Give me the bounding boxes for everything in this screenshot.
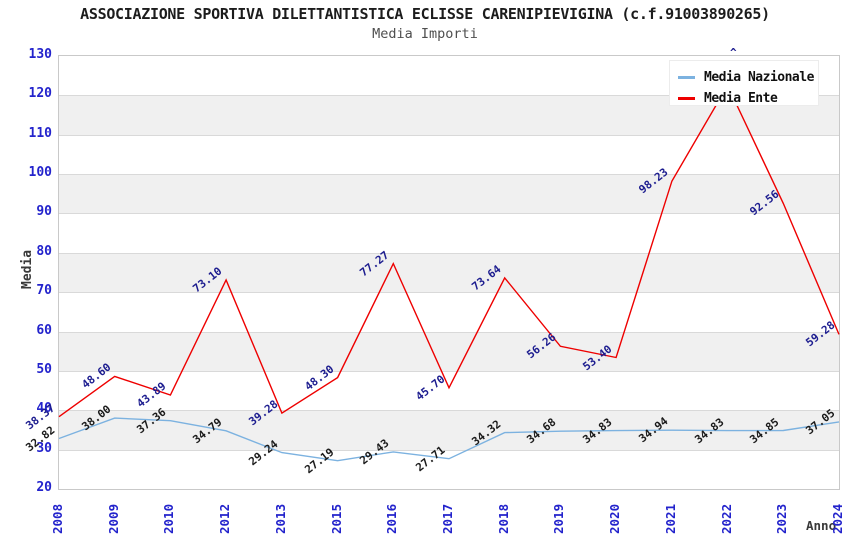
y-tick-label: 30 [36, 440, 52, 456]
y-tick-label: 130 [28, 47, 52, 62]
gridline [59, 95, 839, 97]
x-tick-label: 2016 [384, 503, 400, 534]
chart-title: ASSOCIAZIONE SPORTIVA DILETTANTISTICA EC… [80, 5, 770, 23]
y-tick-label: 90 [36, 204, 52, 220]
gridline [59, 370, 839, 372]
y-tick-label: 70 [36, 283, 52, 299]
occluded-peak-label-tip: ^ [730, 46, 737, 59]
y-tick-label: 100 [28, 165, 52, 181]
gridline [59, 213, 839, 215]
x-tick-label: 2008 [50, 503, 65, 534]
y-tick-label: 120 [28, 86, 52, 102]
chart-subtitle: Media Importi [372, 26, 478, 42]
x-tick-label: 2019 [551, 503, 567, 534]
gridline [59, 449, 839, 451]
plot-area: Media Nazionale Media Ente 32.82 38.00 37.… [23, 55, 840, 490]
legend-label: Media Nazionale [704, 70, 814, 85]
y-tick-label: 60 [36, 322, 52, 338]
gridline [59, 292, 839, 294]
y-tick-label: 20 [36, 480, 52, 495]
gridline [59, 331, 839, 333]
background-band [59, 252, 839, 293]
x-tick-label: 2013 [272, 503, 288, 534]
line-series-svg [58, 83, 840, 462]
y-tick-label: 110 [28, 125, 52, 141]
x-tick-label: 2018 [495, 503, 511, 534]
ente-line-swatch-icon [678, 97, 695, 100]
x-tick-label: 2020 [607, 503, 623, 534]
nazionale-line-swatch-icon [678, 76, 695, 79]
x-tick-label: 2023 [774, 503, 790, 534]
x-tick-label: 2017 [440, 503, 455, 534]
gridline [59, 174, 839, 176]
y-tick-label: 80 [36, 243, 52, 259]
background-band [59, 174, 839, 214]
legend-item-media-nazionale: Media Nazionale [678, 67, 818, 88]
y-tick-label: 40 [36, 401, 52, 417]
x-axis-title: Anno [806, 518, 837, 533]
series-line-media-ente [58, 83, 840, 418]
legend-label: Media Ente [704, 91, 778, 106]
legend-item-media-ente: Media Ente [678, 88, 818, 109]
y-tick-label: 50 [36, 361, 52, 377]
x-tick-label: 2015 [328, 503, 344, 534]
x-tick-label: 2024 [830, 503, 845, 534]
series-line-media-nazionale [58, 417, 840, 462]
gridline [59, 134, 839, 136]
x-tick-label: 2012 [217, 503, 233, 534]
x-tick-label: 2010 [161, 503, 177, 534]
background-band [59, 331, 839, 371]
legend: Media Nazionale Media Ente [669, 60, 819, 106]
x-tick-label: 2022 [718, 503, 734, 534]
x-tick-label: 2009 [105, 503, 121, 534]
gridline [59, 410, 839, 412]
x-tick-label: 2021 [662, 503, 678, 534]
gridline [59, 252, 839, 254]
